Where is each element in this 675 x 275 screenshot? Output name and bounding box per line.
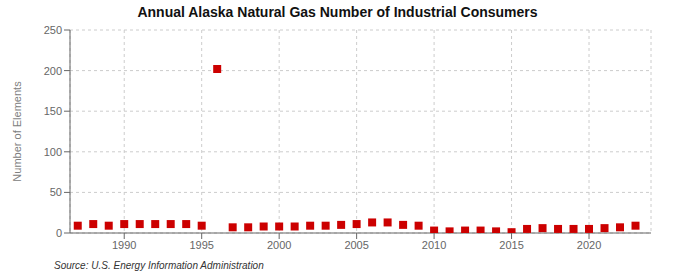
svg-text:1990: 1990 [112, 239, 136, 251]
svg-text:Number of Elements: Number of Elements [11, 81, 23, 182]
svg-text:2015: 2015 [499, 239, 523, 251]
svg-text:250: 250 [44, 24, 62, 36]
svg-text:50: 50 [50, 186, 62, 198]
svg-text:2010: 2010 [422, 239, 446, 251]
svg-text:150: 150 [44, 105, 62, 117]
svg-text:200: 200 [44, 65, 62, 77]
svg-text:2000: 2000 [267, 239, 291, 251]
svg-text:100: 100 [44, 146, 62, 158]
html-text:Source: U.S. Energy Informatio: Source: U.S. Energy Information Administ… [54, 260, 264, 271]
svg-text:2020: 2020 [577, 239, 601, 251]
svg-text:2005: 2005 [344, 239, 368, 251]
html-text:Annual Alaska Natural Gas Numb: Annual Alaska Natural Gas Number of Indu… [137, 4, 538, 20]
svg-text:0: 0 [56, 227, 62, 239]
svg-text:1995: 1995 [189, 239, 213, 251]
